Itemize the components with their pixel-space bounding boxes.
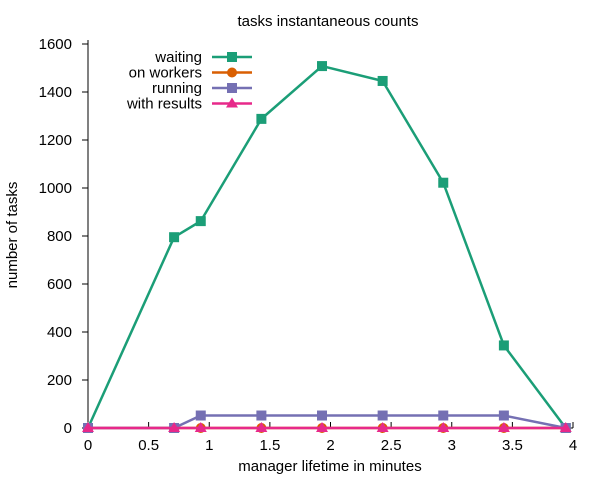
series-running [83,410,571,433]
series-with-results [82,422,572,432]
x-tick-label: 3 [448,437,456,454]
x-tick-label: 2.5 [381,437,402,454]
data-point [438,177,449,188]
data-point [498,340,509,351]
data-point [559,422,572,432]
data-point [437,422,450,432]
legend-marker [227,83,237,93]
x-tick-label: 4 [569,437,577,454]
x-axis-label: manager lifetime in minutes [238,458,421,475]
legend-marker [227,52,237,62]
data-point [317,410,328,421]
y-axis-label: number of tasks [4,182,21,289]
data-point [376,422,389,432]
y-tick-label: 1600 [39,36,72,53]
data-point [317,61,328,72]
x-tick-label: 1 [205,437,213,454]
series-waiting [83,61,571,433]
legend-label: with results [126,96,202,113]
x-tick-label: 2 [326,437,334,454]
data-point [256,113,267,124]
legend-label: on workers [129,65,202,82]
legend-label: waiting [154,49,202,66]
y-tick-label: 400 [47,324,72,341]
x-tick-label: 0 [84,437,92,454]
data-point [438,410,449,421]
data-point [377,410,388,421]
y-tick-label: 1000 [39,180,72,197]
y-tick-label: 1400 [39,84,72,101]
x-tick-label: 0.5 [138,437,159,454]
data-point [194,422,207,432]
y-tick-label: 800 [47,228,72,245]
data-point [82,422,94,432]
legend-marker [226,97,238,108]
x-tick-label: 3.5 [502,437,523,454]
y-tick-label: 1200 [39,132,72,149]
data-point [316,422,329,432]
data-point [377,75,388,86]
chart-title: tasks instantaneous counts [238,13,419,30]
y-tick-label: 200 [47,372,72,389]
data-point [168,422,181,432]
x-tick-label: 1.5 [259,437,280,454]
data-point [497,422,510,432]
series-layer [82,61,572,433]
series-line [86,64,567,429]
y-tick-label: 600 [47,276,72,293]
data-point [169,232,180,243]
legend-label: running [152,80,202,97]
data-point [195,216,206,227]
data-point [256,410,267,421]
y-tick-label: 0 [64,420,72,437]
legend-marker [227,67,237,78]
data-point [195,410,206,421]
data-point [255,422,268,432]
ticks: 0 0.5 1 1.5 2 2.5 3 3.5 4 0 200 400 600 800 1000 1200 14… [39,36,578,454]
data-point [498,410,509,421]
